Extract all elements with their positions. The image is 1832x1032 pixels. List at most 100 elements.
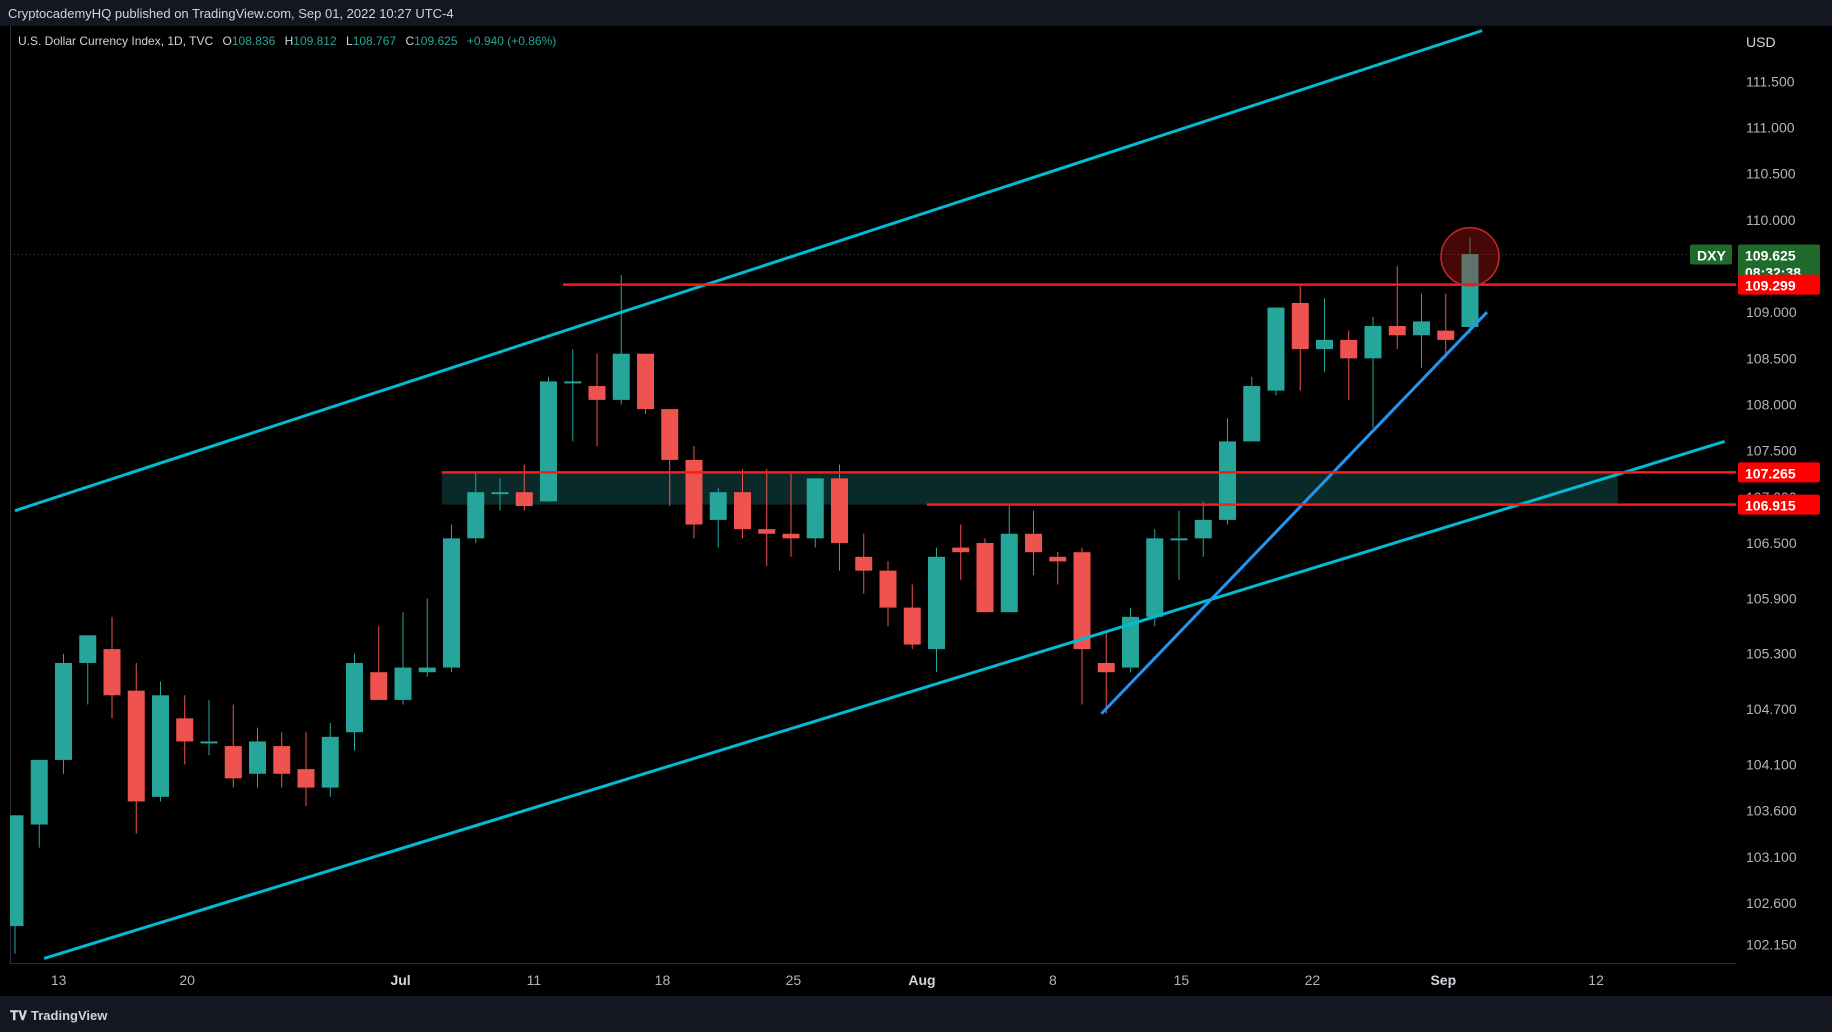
candle-up[interactable] — [1219, 441, 1236, 520]
candle-down[interactable] — [903, 607, 921, 645]
candle-down[interactable] — [1340, 339, 1358, 359]
footer-brand: TradingView — [31, 1008, 108, 1023]
symbol-tag[interactable] — [1690, 244, 1732, 265]
publisher-caption: CryptocademyHQ published on TradingView.… — [8, 6, 454, 21]
candle-up[interactable] — [1170, 538, 1188, 541]
legend-high-value: 109.812 — [293, 34, 337, 48]
candle-up[interactable] — [321, 736, 339, 788]
candle-down[interactable] — [1291, 302, 1309, 350]
candle-up[interactable] — [1243, 386, 1261, 442]
candle-down[interactable] — [855, 556, 873, 571]
highlight-circle[interactable] — [1440, 227, 1500, 287]
candle-up[interactable] — [806, 478, 824, 539]
time-tick-label: Jul — [390, 972, 410, 988]
candle-down[interactable] — [1049, 556, 1067, 562]
candle-up[interactable] — [928, 556, 945, 650]
candle-down[interactable] — [1025, 533, 1042, 553]
candle-down[interactable] — [588, 386, 606, 400]
candle-up[interactable] — [346, 662, 363, 733]
price-tick-label: 104.100 — [1746, 757, 1797, 773]
candle-up[interactable] — [55, 662, 72, 760]
candle-down[interactable] — [637, 353, 654, 410]
candle-down[interactable] — [976, 542, 994, 613]
candle-up[interactable] — [443, 538, 460, 668]
price-tick-label: 110.500 — [1746, 166, 1796, 182]
candle-up[interactable] — [1000, 533, 1018, 613]
price-tick-label: 105.300 — [1746, 646, 1797, 662]
candle-down[interactable] — [515, 492, 533, 507]
candle-up[interactable] — [612, 353, 630, 400]
last-price-badge[interactable] — [1738, 244, 1820, 283]
tradingview-logo[interactable]: 𝐓𝐕 TradingView — [10, 1008, 107, 1024]
candle-up[interactable] — [200, 741, 218, 744]
candle-up[interactable] — [394, 667, 412, 700]
time-tick-label: 25 — [786, 972, 802, 988]
candle-down[interactable] — [370, 672, 388, 700]
candle-down[interactable] — [879, 570, 897, 608]
time-tick-label: 12 — [1588, 972, 1604, 988]
candle-up[interactable] — [1194, 519, 1212, 539]
price-tick-label: 109.000 — [1746, 304, 1797, 320]
legend-symbol-line: U.S. Dollar Currency Index, 1D, TVC — [18, 34, 214, 48]
legend-high-label: H — [284, 34, 294, 48]
price-axis[interactable] — [1736, 26, 1832, 963]
candle-down[interactable] — [758, 529, 776, 534]
candle-down[interactable] — [685, 459, 703, 525]
price-tick-label: 102.150 — [1746, 937, 1797, 953]
candle-down[interactable] — [297, 769, 315, 788]
candle-down[interactable] — [1073, 552, 1091, 650]
legend-close-label: C — [405, 34, 415, 48]
candle-up[interactable] — [1146, 538, 1164, 617]
candle-up[interactable] — [1461, 254, 1479, 327]
candle-up[interactable] — [249, 741, 266, 774]
price-tick-label: 108.000 — [1746, 396, 1797, 412]
candle-up[interactable] — [1364, 326, 1382, 359]
candle-up[interactable] — [152, 695, 169, 797]
candle-down[interactable] — [661, 409, 679, 460]
time-tick-label: 22 — [1305, 972, 1321, 988]
candle-down[interactable] — [1388, 326, 1406, 336]
candle-up[interactable] — [418, 667, 436, 673]
candle-up[interactable] — [1267, 307, 1285, 391]
candle-down[interactable] — [831, 478, 848, 543]
candle-down[interactable] — [952, 547, 970, 553]
footer-bar — [0, 996, 1832, 1032]
candle-up[interactable] — [491, 492, 509, 495]
price-tick-label: 104.700 — [1746, 701, 1797, 717]
candle-up[interactable] — [1316, 339, 1333, 350]
channel-upper-line[interactable] — [14, 29, 1483, 513]
candle-down[interactable] — [224, 746, 242, 779]
level-109299-badge[interactable] — [1738, 274, 1820, 295]
candle-up[interactable] — [1413, 321, 1430, 336]
level-107265-badge[interactable] — [1738, 462, 1820, 483]
candle-up[interactable] — [7, 815, 24, 927]
candle-up[interactable] — [30, 759, 48, 825]
candle-up[interactable] — [79, 635, 97, 663]
candle-down[interactable] — [1097, 662, 1115, 673]
level-106915-badge[interactable] — [1738, 494, 1820, 515]
candle-down[interactable] — [782, 533, 800, 539]
level-107265-text-0: 107.265 — [1745, 465, 1796, 481]
channel-lower-line[interactable] — [43, 439, 1726, 960]
legend-change: +0.940 (+0.86%) — [466, 34, 557, 48]
currency-label[interactable]: USD — [1746, 34, 1776, 50]
candle-down[interactable] — [273, 746, 291, 774]
candle-up[interactable] — [540, 381, 557, 502]
candle-up[interactable] — [709, 492, 727, 520]
header-bar — [0, 0, 1832, 26]
candle-down[interactable] — [734, 492, 751, 530]
time-tick-label: 15 — [1174, 972, 1190, 988]
rising-trendline-line[interactable] — [1100, 311, 1489, 715]
candle-down[interactable] — [103, 649, 121, 696]
support-zone[interactable] — [441, 472, 1618, 505]
candle-down[interactable] — [127, 690, 145, 802]
candle-down[interactable] — [176, 718, 194, 742]
candle-up[interactable] — [564, 381, 582, 384]
price-tick-label: 102.600 — [1746, 895, 1797, 911]
candle-up[interactable] — [1122, 616, 1139, 668]
candle-up[interactable] — [467, 492, 485, 539]
price-tick-label: 103.100 — [1746, 849, 1797, 865]
candle-down[interactable] — [1437, 330, 1455, 340]
legend-open-label: O — [222, 34, 232, 48]
